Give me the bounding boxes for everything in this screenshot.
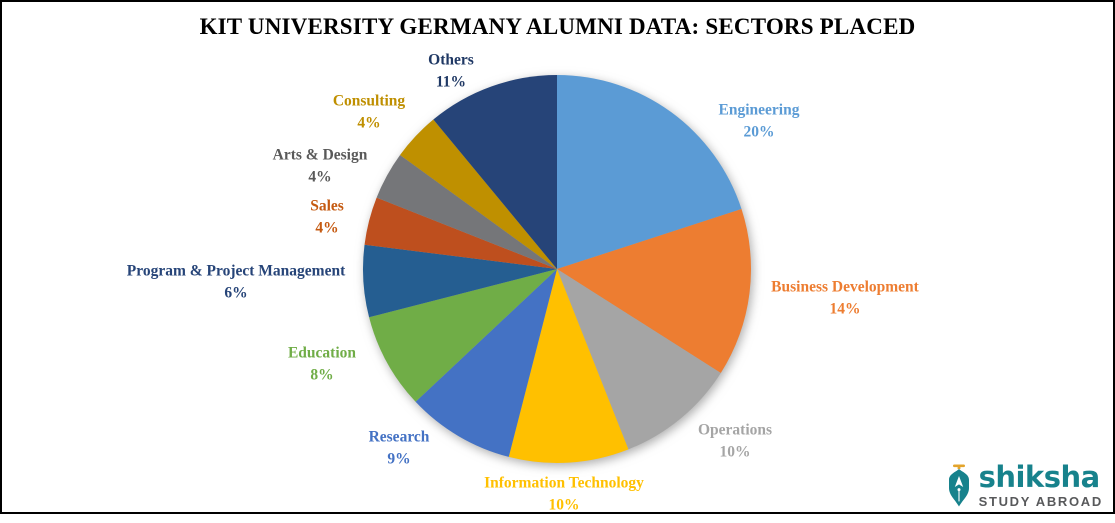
slice-label-education: Education 8% — [287, 344, 357, 384]
pie-slice-program-project-management — [362, 244, 557, 318]
pie-slice-information-technology — [508, 269, 629, 464]
slice-label-information-technology: Information Technology 10% — [484, 474, 644, 514]
pie-slice-research — [415, 269, 557, 457]
slice-label-sales: Sales 4% — [310, 197, 344, 237]
slice-label-program-project-management: Program & Project Management 6% — [126, 262, 346, 302]
slice-label-arts-design: Arts & Design 4% — [272, 146, 368, 186]
pie-slice-operations — [557, 269, 721, 450]
slice-label-others: Others 11% — [428, 51, 474, 91]
slice-label-business-development: Business Development 14% — [771, 278, 919, 318]
pie-slice-consulting — [400, 119, 557, 270]
slice-label-engineering: Engineering 20% — [718, 101, 800, 141]
pie-slice-education — [369, 269, 557, 402]
chart-title: KIT UNIVERSITY GERMANY ALUMNI DATA: SECT… — [199, 14, 916, 39]
logo-brand-text: shiksha — [978, 460, 1101, 494]
pie-slice-engineering — [557, 75, 742, 269]
logo-tagline-text: STUDY ABROAD — [978, 494, 1103, 509]
pen-nib-plane-icon — [948, 464, 969, 506]
pie-slice-others — [433, 75, 557, 269]
slice-label-consulting: Consulting 4% — [332, 92, 406, 132]
pie-slice-sales — [364, 197, 557, 269]
shiksha-logo: shiksha STUDY ABROAD — [946, 463, 1103, 508]
pie-slice-business-development — [557, 209, 751, 373]
slice-label-research: Research 9% — [368, 428, 430, 468]
slice-label-operations: Operations 10% — [697, 421, 773, 461]
pie-slice-arts-design — [376, 154, 557, 269]
